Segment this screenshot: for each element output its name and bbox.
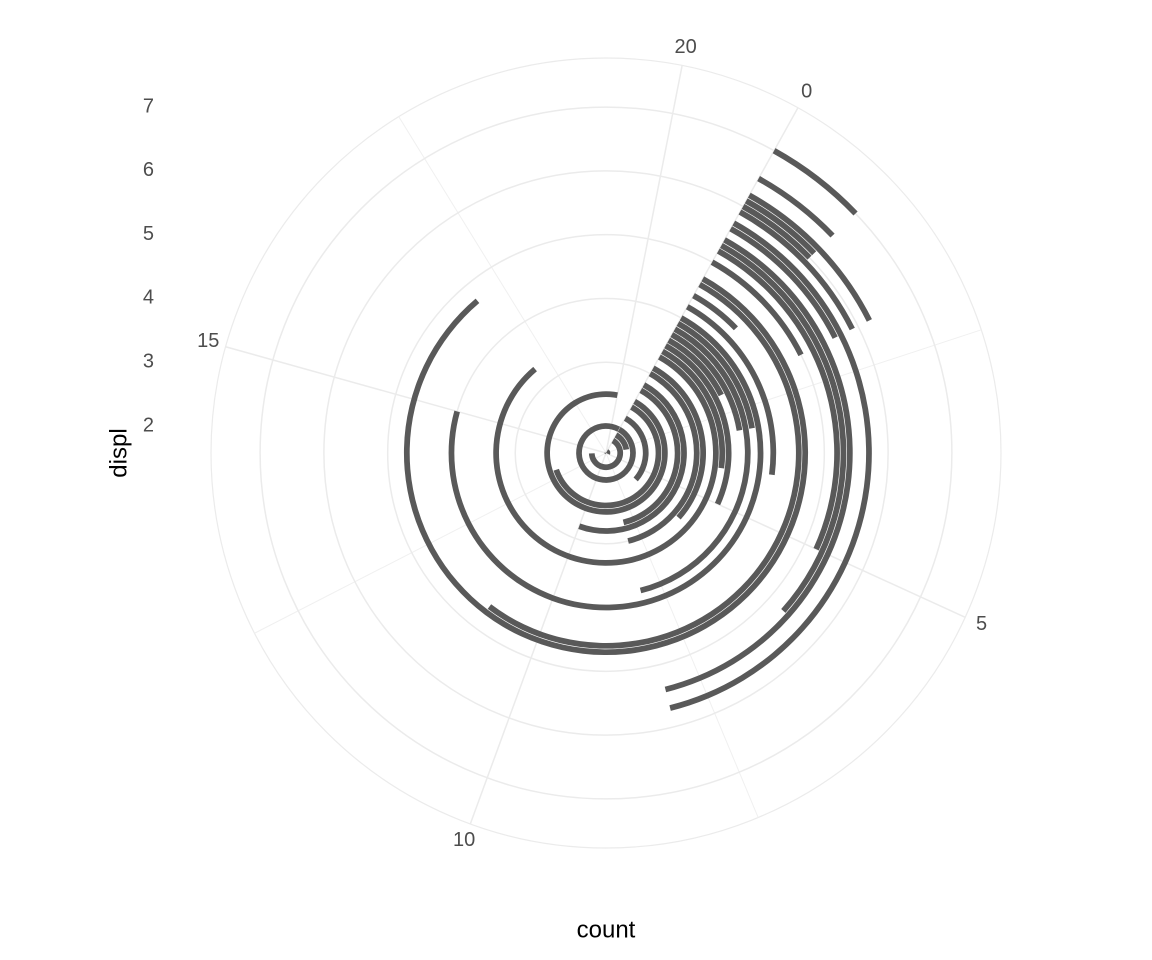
- grid-circle: [386, 233, 826, 673]
- bar: [667, 337, 724, 397]
- bar: [744, 198, 817, 256]
- panel-edge: [210, 57, 1002, 849]
- theta-tick-label: 20: [675, 36, 697, 58]
- bar: [716, 248, 840, 551]
- y-axis-title: displ: [105, 428, 132, 477]
- theta-tick-label: 5: [976, 613, 987, 635]
- bar: [757, 176, 835, 238]
- bar: [661, 348, 726, 469]
- bar: [692, 293, 738, 331]
- bar: [685, 304, 777, 476]
- r-tick-label: 3: [143, 351, 154, 373]
- minor-spoke: [398, 116, 607, 454]
- r-tick-label: 4: [143, 287, 154, 309]
- grid-circle: [259, 106, 953, 800]
- theta-tick-label: 10: [453, 829, 475, 851]
- theta-tick-label: 0: [801, 80, 812, 102]
- bar: [664, 343, 732, 506]
- bar: [614, 432, 630, 451]
- bar: [741, 203, 812, 260]
- theta-tick-label: 15: [197, 330, 219, 352]
- bar: [670, 332, 743, 431]
- bar: [729, 226, 838, 339]
- bar: [710, 259, 804, 357]
- bar: [772, 148, 858, 216]
- r-tick-label: 2: [143, 414, 154, 436]
- bar: [676, 320, 755, 429]
- bar: [651, 365, 707, 520]
- bar: [622, 387, 681, 526]
- r-tick-label: 6: [143, 159, 154, 181]
- x-axis-title: count: [577, 916, 636, 943]
- bar: [719, 242, 847, 613]
- r-tick-label: 7: [143, 95, 154, 117]
- grid-spoke: [605, 65, 683, 454]
- bar: [627, 371, 700, 544]
- bar: [623, 415, 649, 482]
- bar: [588, 438, 624, 471]
- r-tick-label: 5: [143, 223, 154, 245]
- grid-spoke: [605, 107, 799, 454]
- grid-circle: [323, 170, 889, 736]
- bar: [604, 449, 611, 455]
